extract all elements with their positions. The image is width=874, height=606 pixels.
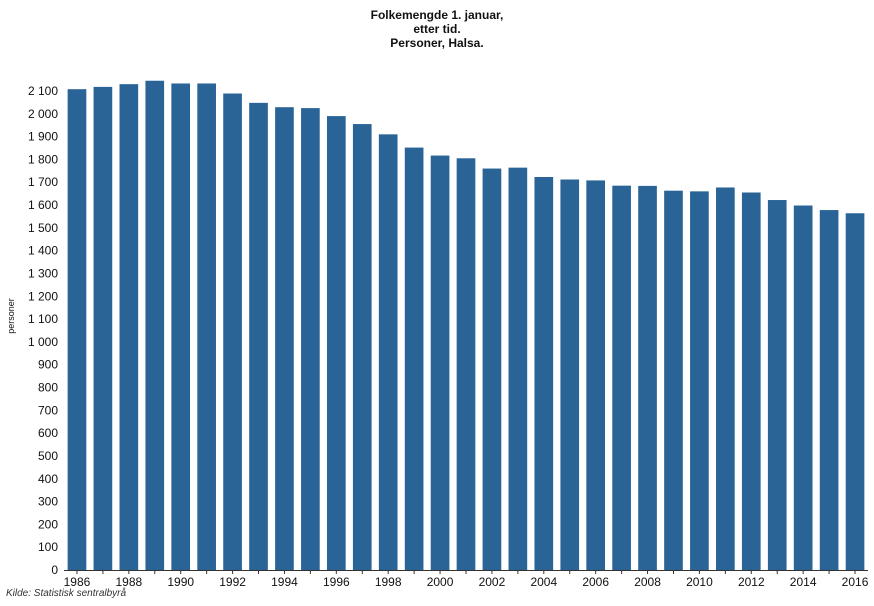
y-axis-label: personer	[6, 298, 16, 334]
chart-title-line-1: Folkemengde 1. januar,	[370, 8, 504, 22]
bar-1988	[119, 84, 139, 570]
y-tick-label: 1 100	[28, 312, 58, 326]
x-tick-label-2014: 2014	[790, 575, 817, 589]
y-tick-label: 1 700	[28, 175, 58, 189]
bar-2014	[793, 205, 813, 570]
bar-2007	[612, 185, 631, 570]
bar-2013	[767, 200, 787, 570]
x-tick-label-1994: 1994	[271, 575, 298, 589]
chart-title-line-3: Personer, Halsa.	[390, 36, 484, 50]
bar-1991	[197, 83, 216, 570]
bar-1998	[378, 134, 398, 570]
y-tick-label: 2 000	[28, 107, 58, 121]
bar-1990	[171, 83, 191, 570]
source-note: Kilde: Statistisk sentralbyrå	[6, 588, 127, 599]
bar-2015	[819, 210, 839, 570]
x-tick-label-2004: 2004	[530, 575, 557, 589]
bar-2009	[664, 190, 683, 570]
bar-2011	[716, 187, 735, 571]
x-tick-label-1988: 1988	[115, 575, 142, 589]
y-tick-label: 900	[38, 358, 58, 372]
bar-2003	[508, 167, 528, 570]
y-tick-label: 1 600	[28, 198, 58, 212]
x-axis-ticks: 1986 1988 1990 1992 1994 1996 1998 2000 2002 2004…	[64, 570, 869, 589]
y-tick-label: 1 000	[28, 335, 58, 349]
y-axis-ticks: 0 100 200 300 400 500 600 700 800 900 1 000 1 100 1 …	[28, 84, 58, 577]
bar-2000	[430, 155, 450, 571]
bar-1996	[326, 116, 346, 570]
y-tick-label: 1 400	[28, 244, 58, 258]
bar-1993	[249, 102, 268, 571]
bar-1999	[404, 147, 424, 570]
bar-2005	[560, 179, 580, 570]
bar-1992	[223, 93, 242, 570]
x-tick-label-2010: 2010	[686, 575, 713, 589]
x-tick-label-1998: 1998	[375, 575, 402, 589]
y-tick-label: 0	[51, 563, 58, 577]
y-tick-label: 700	[38, 403, 58, 417]
bar-2002	[482, 168, 502, 571]
bars-group	[67, 80, 865, 571]
bar-2010	[690, 191, 709, 571]
chart-title-line-2: etter tid.	[413, 22, 461, 36]
bar-1997	[352, 124, 372, 570]
y-tick-label: 100	[38, 540, 58, 554]
y-tick-label: 500	[38, 449, 58, 463]
x-tick-label-2000: 2000	[427, 575, 454, 589]
y-tick-label: 1 500	[28, 221, 58, 235]
bar-1995	[301, 108, 320, 571]
y-tick-label: 600	[38, 426, 58, 440]
bar-2004	[534, 176, 554, 571]
y-tick-label: 300	[38, 495, 58, 509]
bar-1987	[93, 86, 113, 570]
x-tick-label-2008: 2008	[634, 575, 661, 589]
chart-title: Folkemengde 1. januar, etter tid. Person…	[0, 8, 874, 50]
bar-1989	[145, 80, 165, 571]
x-tick-label-1990: 1990	[167, 575, 194, 589]
x-tick-label-2012: 2012	[738, 575, 765, 589]
bar-2016	[845, 213, 865, 570]
x-tick-label-2006: 2006	[582, 575, 609, 589]
y-tick-label: 1 200	[28, 289, 58, 303]
y-tick-label: 400	[38, 472, 58, 486]
bar-2006	[586, 180, 606, 570]
y-tick-label: 200	[38, 517, 58, 531]
x-tick-label-1986: 1986	[64, 575, 91, 589]
x-tick-label-2016: 2016	[842, 575, 869, 589]
bar-1986	[67, 89, 87, 571]
bar-1994	[275, 107, 294, 570]
y-tick-label: 1 800	[28, 152, 58, 166]
bar-2012	[741, 192, 761, 570]
y-tick-label: 800	[38, 381, 58, 395]
x-tick-label-1996: 1996	[323, 575, 350, 589]
x-tick-label-1992: 1992	[219, 575, 246, 589]
bar-2001	[456, 158, 476, 571]
bar-2008	[638, 185, 657, 570]
y-tick-label: 1 900	[28, 130, 58, 144]
y-tick-label: 1 300	[28, 266, 58, 280]
y-tick-label: 2 100	[28, 84, 58, 98]
x-tick-label-2002: 2002	[479, 575, 506, 589]
